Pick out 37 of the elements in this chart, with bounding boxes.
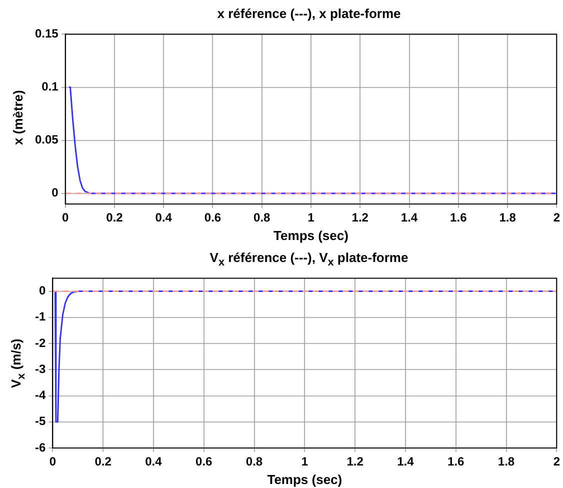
chart-title: x référence (---), x plate-forme: [216, 6, 402, 21]
y-tick-label: 0.1: [42, 80, 59, 94]
x-tick-label: 1.4: [397, 454, 414, 469]
y-tick-label: 0.05: [34, 132, 59, 147]
y-tick-label: -4: [35, 388, 46, 402]
x-tick-label: 1.8: [499, 210, 516, 225]
x-tick-label: 2: [553, 454, 560, 469]
x-tick-label: 0.6: [196, 454, 213, 469]
x-axis-title: Temps (sec): [267, 472, 342, 487]
x-tick-label: 0: [62, 210, 70, 225]
x-axis-title: Temps (sec): [274, 228, 348, 243]
x-tick-label: 1: [301, 454, 308, 469]
y-tick-label: -1: [35, 310, 46, 324]
y-tick-label: 0: [52, 186, 59, 200]
x-tick-label: 0.4: [155, 210, 172, 225]
x-tick-label: 1.2: [346, 454, 364, 469]
chart-title: V$_{x}$ référence (---), V$_{x}$ plate-forme: [208, 250, 410, 269]
x-tick-label: 1.6: [450, 210, 468, 225]
x-tick-label: 0.6: [204, 210, 222, 225]
y-tick-label: 0: [38, 284, 46, 298]
x-tick-label: 1.8: [498, 454, 515, 469]
x-tick-label: 1: [308, 210, 315, 225]
y-tick-label: -3: [35, 362, 46, 376]
y-tick-label: -2: [35, 336, 46, 350]
x-tick-label: 0.2: [94, 454, 112, 469]
y-tick-label: -5: [35, 414, 46, 428]
x-tick-label: 1.4: [400, 210, 418, 225]
x-tick-label: 1.6: [448, 454, 465, 469]
y-axis-title: x (mètre): [10, 89, 26, 147]
x-tick-label: 0.2: [106, 210, 124, 225]
x-tick-label: 2: [553, 210, 560, 225]
y-tick-label: 0.15: [34, 26, 59, 41]
x-tick-label: 0.4: [145, 454, 162, 469]
x-tick-label: 1.2: [352, 210, 369, 225]
x-tick-label: 0.8: [254, 210, 271, 225]
x-tick-label: 0.8: [246, 454, 263, 469]
y-tick-label: -6: [35, 440, 46, 454]
